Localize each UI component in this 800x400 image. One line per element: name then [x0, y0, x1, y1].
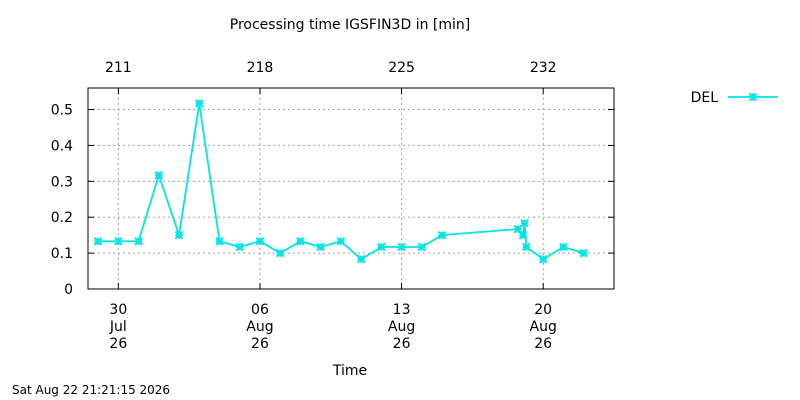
- data-point: [255, 236, 265, 246]
- data-point: [518, 230, 528, 240]
- legend: DEL: [691, 90, 778, 106]
- data-point: [275, 248, 285, 258]
- series-line-del: [98, 103, 584, 261]
- data-point: [559, 242, 568, 252]
- data-point: [522, 242, 531, 252]
- axes: 00.10.20.30.40.530Jul2606Aug2613Aug2620A…: [51, 60, 615, 352]
- legend-label: DEL: [691, 90, 719, 106]
- data-point: [538, 254, 548, 264]
- x-tick-label-year: 26: [109, 336, 127, 352]
- plot-border: [87, 87, 615, 290]
- data-point: [356, 254, 366, 264]
- y-tick-label: 0: [64, 282, 73, 298]
- x-tick-label-day: 30: [109, 302, 127, 318]
- x-tick-label-month: Aug: [530, 319, 557, 335]
- footer-timestamp: Sat Aug 22 21:21:15 2026: [12, 383, 170, 397]
- data-point: [114, 236, 123, 246]
- data-point: [336, 236, 346, 246]
- series-layer: [93, 99, 588, 264]
- y-tick-label: 0.1: [51, 246, 73, 262]
- x-tick-label-year: 26: [534, 336, 552, 352]
- data-point: [377, 242, 386, 252]
- x-tick-label-day: 13: [393, 302, 411, 318]
- data-point: [174, 230, 184, 240]
- x-axis-title: Time: [332, 363, 367, 379]
- data-point: [579, 248, 588, 258]
- x-tick-label-month: Aug: [388, 319, 415, 335]
- y-tick-label: 0.4: [51, 138, 73, 154]
- x-tick-label-month: Jul: [109, 319, 127, 335]
- data-point: [316, 242, 325, 252]
- data-point: [215, 236, 224, 246]
- x2-tick-label: 218: [247, 60, 274, 76]
- y-tick-label: 0.2: [51, 210, 73, 226]
- chart-title: Processing time IGSFIN3D in [min]: [230, 17, 470, 33]
- data-point: [194, 99, 204, 108]
- data-point: [397, 242, 406, 252]
- legend-marker: [748, 92, 758, 102]
- x-tick-label-day: 20: [534, 302, 552, 318]
- data-point: [235, 242, 245, 252]
- y-tick-label: 0.5: [51, 103, 73, 119]
- grid: [88, 88, 614, 289]
- x-tick-label-day: 06: [251, 302, 269, 318]
- data-point: [296, 236, 305, 246]
- data-point: [520, 219, 529, 228]
- data-point: [154, 170, 164, 180]
- y-tick-label: 0.3: [51, 174, 73, 190]
- x2-tick-label: 225: [388, 60, 415, 76]
- x-tick-label-year: 26: [251, 336, 269, 352]
- data-point: [417, 242, 427, 252]
- x-tick-label-month: Aug: [246, 319, 273, 335]
- data-point: [93, 236, 103, 246]
- data-point: [134, 236, 143, 246]
- x-tick-label-year: 26: [393, 336, 411, 352]
- x2-tick-label: 232: [530, 60, 557, 76]
- data-point: [437, 230, 447, 240]
- x2-tick-label: 211: [105, 60, 132, 76]
